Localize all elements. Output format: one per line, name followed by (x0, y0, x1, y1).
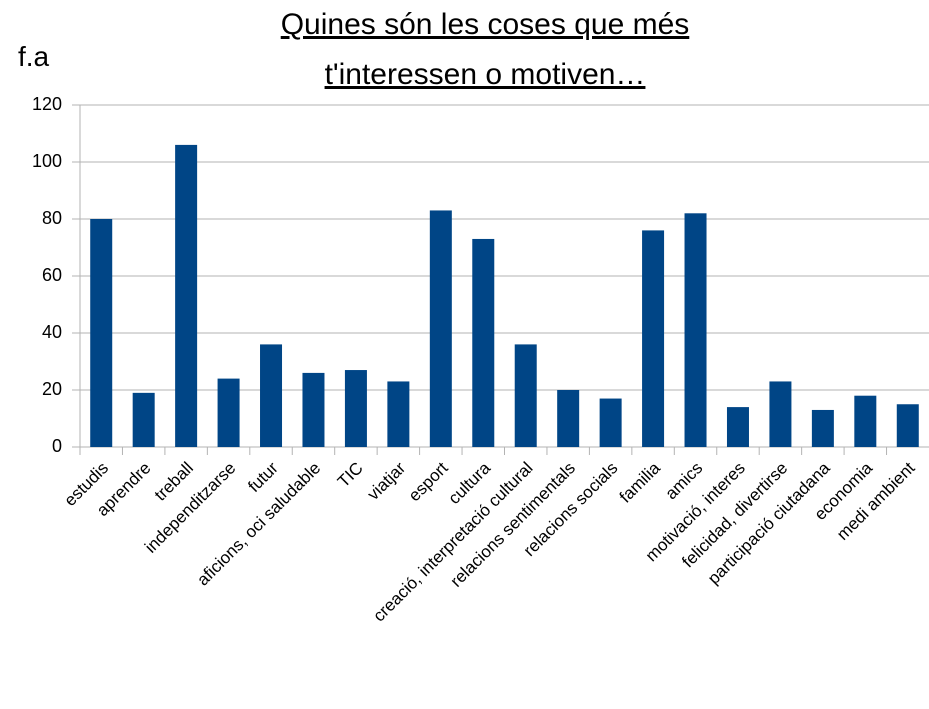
y-tick-label: 20 (42, 379, 62, 399)
bar (387, 381, 410, 447)
bar (769, 381, 792, 447)
bar (132, 392, 155, 447)
y-tick-label: 0 (52, 436, 62, 456)
y-tick-label: 60 (42, 265, 62, 285)
x-tick-label: familia (616, 458, 665, 507)
bar (811, 409, 834, 447)
bar (344, 370, 367, 447)
y-axis-label: f.a (18, 41, 50, 72)
y-tick-label: 120 (32, 94, 62, 114)
bar (472, 238, 495, 447)
y-tick-label: 40 (42, 322, 62, 342)
chart-title: Quines són les coses que més (281, 8, 690, 41)
x-tick-label: esport (405, 458, 452, 505)
bar (557, 390, 580, 447)
bar (854, 395, 877, 447)
bar (896, 404, 919, 447)
bar (217, 378, 240, 447)
bar (175, 144, 198, 447)
bar (302, 372, 325, 447)
bar (260, 344, 283, 447)
bar (514, 344, 537, 447)
chart-title: t'interessen o motiven… (325, 58, 646, 91)
bar (599, 398, 622, 447)
bar (684, 213, 707, 447)
bar (90, 219, 113, 447)
bar (429, 210, 452, 447)
bar (726, 407, 749, 447)
bar (642, 230, 665, 447)
y-tick-label: 100 (32, 151, 62, 171)
x-tick-label: TIC (334, 458, 367, 491)
x-tick-label: viatjar (364, 458, 410, 504)
y-tick-label: 80 (42, 208, 62, 228)
x-tick-label: futur (244, 458, 282, 496)
